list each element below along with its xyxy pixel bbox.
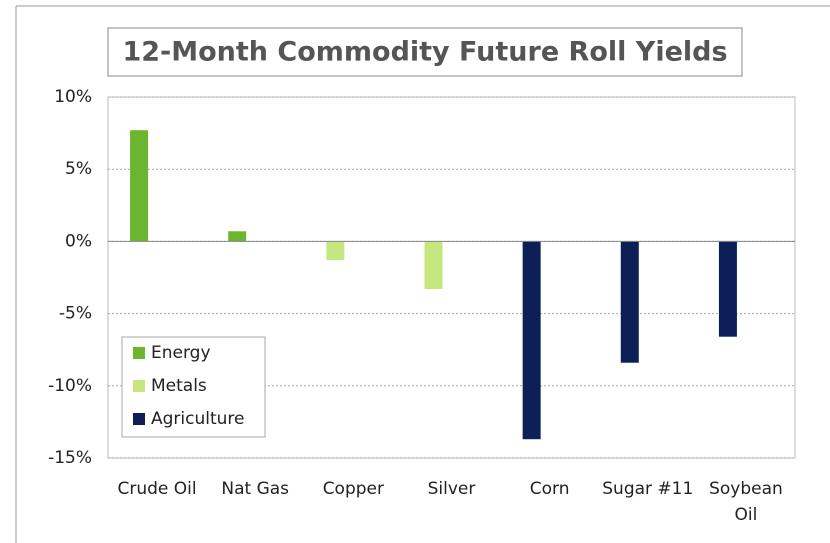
legend-label: Energy [151, 343, 211, 363]
x-tick-label: Silver [427, 479, 476, 499]
legend-swatch [133, 347, 145, 359]
bar [228, 231, 247, 242]
bar [620, 241, 639, 363]
y-tick-label: -10% [48, 376, 92, 396]
bar [326, 241, 345, 261]
chart-title: 12-Month Commodity Future Roll Yields [122, 37, 727, 68]
bar [130, 130, 149, 242]
bar [424, 241, 443, 290]
x-tick-label: Nat Gas [221, 479, 290, 499]
x-tick-label: Copper [322, 479, 384, 499]
x-tick-label: Sugar #11 [602, 479, 694, 499]
y-tick-label: 5% [65, 159, 92, 179]
y-tick-label: -5% [59, 304, 92, 324]
bar [522, 241, 541, 440]
legend-swatch [133, 413, 145, 425]
x-tick-label: Soybean Oil [709, 479, 783, 525]
y-tick-label: 10% [54, 87, 92, 107]
legend-label: Agriculture [151, 409, 245, 429]
y-tick-label: 0% [65, 231, 92, 251]
bar [718, 241, 737, 337]
x-tick-label: Corn [529, 479, 570, 499]
y-tick-label: -15% [48, 448, 92, 468]
title-box [107, 27, 743, 77]
legend-label: Metals [151, 376, 207, 396]
x-tick-label: Crude Oil [117, 479, 197, 499]
legend-box [121, 336, 266, 438]
legend-swatch [133, 380, 145, 392]
plot-area [107, 96, 796, 459]
